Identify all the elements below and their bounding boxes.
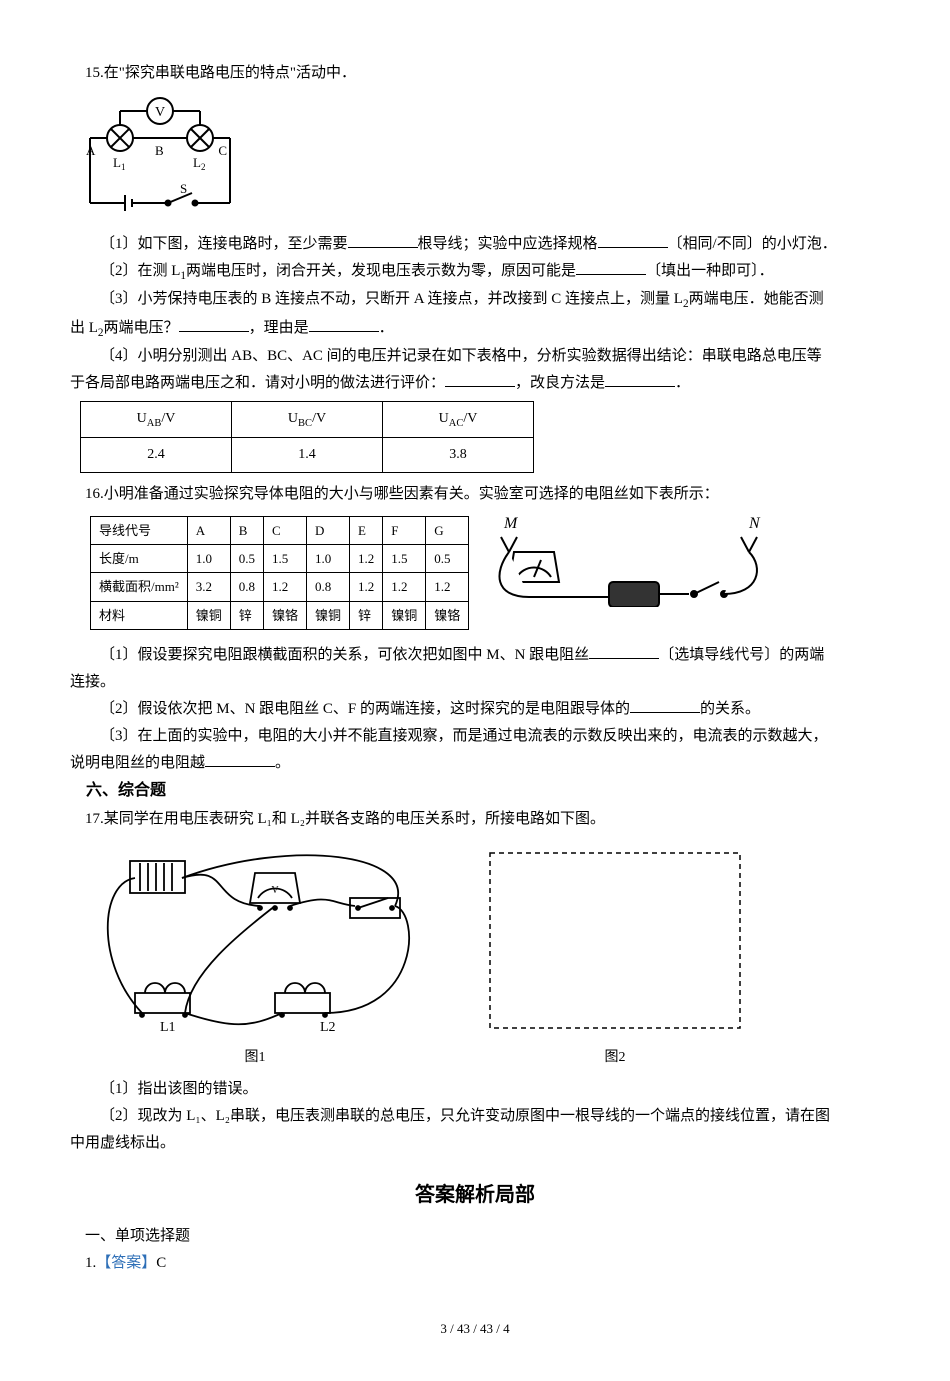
svg-text:L1: L1: [160, 1020, 176, 1035]
svg-text:L2: L2: [320, 1020, 336, 1035]
page-footer: 3 / 43 / 43 / 4: [70, 1317, 880, 1340]
text: 〔选填导线代号〕的两端: [659, 647, 824, 663]
q16-p1-cont: 连接。: [70, 669, 880, 696]
text: 两端电压时，闭合开关，发现电压表示数为零，原因可能是: [186, 263, 576, 279]
text: ，理由是: [249, 320, 309, 336]
text: 的关系。: [700, 701, 760, 717]
blank: [598, 232, 668, 248]
svg-text:L1: L1: [113, 155, 125, 172]
text: C: [156, 1255, 166, 1271]
blank: [179, 316, 249, 332]
text: 1.: [85, 1255, 96, 1271]
svg-text:B: B: [155, 143, 164, 158]
q15-p3-cont: 出 L2两端电压？，理由是．: [70, 315, 880, 343]
text: ，改良方法是: [515, 375, 605, 391]
q16-figure: M N: [489, 512, 769, 607]
blank: [630, 697, 700, 713]
fig2-caption: 图2: [480, 1045, 750, 1070]
svg-text:V: V: [271, 885, 279, 896]
q15-p3: 〔3〕小芳保持电压表的 B 连接点不动，只断开 A 连接点，并改接到 C 连接点…: [70, 286, 880, 314]
text: 于各局部电路两端电压之和．请对小明的做法进行评价：: [70, 375, 445, 391]
text: 〔2〕假设依次把 M、N 跟电阻丝 C、F 的两端连接，这时探究的是电阻跟导体的: [100, 701, 630, 717]
text: 〔3〕小芳保持电压表的 B 连接点不动，只断开 A 连接点，并改接到 C 连接点…: [100, 291, 683, 307]
q17-fig1: V: [90, 843, 420, 1043]
text: 〔2〕在测 L: [100, 263, 180, 279]
q15-p1: 〔1〕如下图，连接电路时，至少需要 根导线；实验中应选择规格 〔相同/不同〕的小灯泡…: [70, 231, 880, 258]
answers-title: 答案解析局部: [70, 1177, 880, 1213]
answer-label: 【答案】: [96, 1255, 156, 1271]
q15-circuit: V A L1 B L2 C S: [80, 93, 880, 223]
q16-title: 16.小明准备通过实验探究导体电阻的大小与哪些因素有关。实验室可选择的电阻丝如下…: [70, 481, 880, 508]
blank: [605, 371, 675, 387]
q17-p2: 〔2〕现改为 L₁、L₂串联，电压表测串联的总电压，只允许变动原图中一根导线的一…: [70, 1103, 880, 1130]
text: 〔1〕假设要探究电阻跟横截面积的关系，可依次把如图中 M、N 跟电阻丝: [100, 647, 589, 663]
blank: [445, 371, 515, 387]
text: 说明电阻丝的电阻越: [70, 755, 205, 771]
q15-p4: 〔4〕小明分别测出 AB、BC、AC 间的电压并记录在如下表格中，分析实验数据得…: [70, 343, 880, 370]
text: ．: [379, 320, 394, 336]
svg-text:M: M: [503, 515, 519, 532]
svg-text:N: N: [748, 515, 761, 532]
blank: [309, 316, 379, 332]
text: 两端电压？: [104, 320, 179, 336]
answers-s1: 一、单项选择题: [70, 1223, 880, 1250]
text: 〔填出一种即可〕．: [646, 263, 774, 279]
blank: [348, 232, 418, 248]
blank: [589, 643, 659, 659]
q15-p4-cont: 于各局部电路两端电压之和．请对小明的做法进行评价： ，改良方法是 ．: [70, 370, 880, 397]
answers-a1: 1.【答案】C: [70, 1250, 880, 1277]
svg-text:V: V: [155, 105, 165, 120]
svg-text:C: C: [218, 143, 227, 158]
svg-text:A: A: [86, 143, 96, 158]
section-6-title: 六、综合题: [70, 777, 880, 806]
q16-p1: 〔1〕假设要探究电阻跟横截面积的关系，可依次把如图中 M、N 跟电阻丝 〔选填导线…: [70, 642, 880, 669]
q15-p2: 〔2〕在测 L1两端电压时，闭合开关，发现电压表示数为零，原因可能是〔填出一种即…: [70, 258, 880, 286]
q17-p2-cont: 中用虚线标出。: [70, 1130, 880, 1157]
q17-figures: V: [90, 843, 880, 1070]
text: 两端电压．她能否测: [689, 291, 824, 307]
q17-fig2: [480, 843, 750, 1043]
text: 〔相同/不同〕的小灯泡．: [668, 236, 837, 252]
text: ．: [675, 375, 690, 391]
q15-table: UAB/V UBC/V UAC/V 2.4 1.4 3.8: [80, 401, 534, 473]
svg-text:L2: L2: [193, 155, 205, 172]
svg-text:S: S: [180, 181, 187, 196]
text: 根导线；实验中应选择规格: [418, 236, 598, 252]
fig1-caption: 图1: [90, 1045, 420, 1070]
q16-table: 导线代号ABCDEFG 长度/m1.00.51.51.01.21.50.5 横截…: [90, 516, 469, 631]
text: 。: [275, 755, 290, 771]
text: 出 L: [70, 320, 98, 336]
q17-p1: 〔1〕指出该图的错误。: [70, 1076, 880, 1103]
blank: [576, 259, 646, 275]
q16-p2: 〔2〕假设依次把 M、N 跟电阻丝 C、F 的两端连接，这时探究的是电阻跟导体的…: [70, 696, 880, 723]
q17-title: 17.某同学在用电压表研究 L₁和 L₂并联各支路的电压关系时，所接电路如下图。: [70, 806, 880, 833]
q15-title: 15.在"探究串联电路电压的特点"活动中．: [70, 60, 880, 87]
q16-p3-cont: 说明电阻丝的电阻越 。: [70, 750, 880, 777]
q16-p3: 〔3〕在上面的实验中，电阻的大小并不能直接观察，而是通过电流表的示数反映出来的，…: [70, 723, 880, 750]
blank: [205, 751, 275, 767]
text: 〔1〕如下图，连接电路时，至少需要: [100, 236, 348, 252]
